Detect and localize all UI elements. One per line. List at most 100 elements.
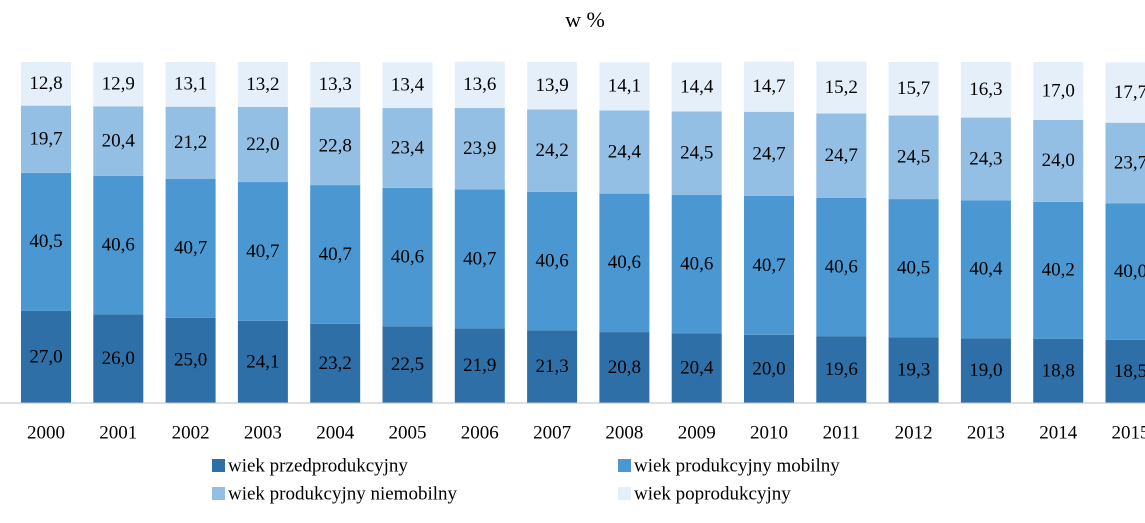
data-label: 22,0 — [246, 134, 279, 155]
bar-segment — [816, 61, 867, 114]
data-label: 18,8 — [1042, 360, 1075, 381]
legend-label: wiek produkcyjny mobilny — [634, 455, 840, 476]
bar-segment — [382, 108, 433, 188]
bar-segment — [1033, 62, 1084, 120]
bar-segment — [599, 193, 650, 333]
data-label: 40,5 — [29, 231, 62, 252]
bar-segment — [816, 113, 867, 198]
x-tick-label: 2012 — [895, 422, 933, 443]
bar-segment — [454, 61, 505, 109]
bar-segment — [165, 178, 216, 318]
bar-segment — [960, 62, 1011, 118]
bar-segment — [93, 106, 144, 176]
bar-segment — [1033, 201, 1084, 339]
data-label: 13,3 — [319, 74, 352, 95]
data-label: 23,4 — [391, 137, 425, 158]
data-label: 40,6 — [102, 234, 135, 255]
data-label: 19,7 — [29, 129, 62, 150]
x-tick-label: 2015 — [1112, 422, 1145, 443]
bar-segment — [21, 172, 71, 311]
bar-segment — [527, 109, 578, 192]
data-label: 40,6 — [608, 252, 641, 273]
data-label: 14,7 — [752, 76, 785, 97]
data-label: 21,9 — [463, 355, 496, 376]
bar-segment — [888, 62, 939, 116]
bar-segment — [310, 323, 361, 403]
bar-segment — [93, 175, 144, 315]
data-label: 21,2 — [174, 132, 207, 153]
data-label: 40,7 — [246, 241, 279, 262]
bar-segment — [165, 62, 216, 107]
data-label: 12,8 — [29, 73, 62, 94]
data-label: 20,0 — [752, 358, 785, 379]
legend-label: wiek przedprodukcyjny — [228, 455, 408, 476]
x-tick-label: 2003 — [244, 422, 282, 443]
data-label: 40,5 — [897, 257, 930, 278]
data-label: 15,2 — [825, 77, 858, 98]
data-label: 40,7 — [319, 244, 352, 265]
bar-segment — [744, 196, 794, 335]
data-label: 20,4 — [680, 358, 714, 379]
legend-swatch — [212, 487, 225, 500]
data-label: 13,1 — [174, 74, 207, 95]
data-label: 16,3 — [969, 79, 1002, 100]
bar-segment — [888, 115, 939, 200]
bar-segment — [454, 108, 505, 190]
bar-segment — [599, 62, 650, 111]
data-label: 24,7 — [825, 145, 858, 166]
data-label: 24,0 — [1042, 150, 1075, 171]
data-label: 22,8 — [319, 136, 352, 157]
bar-segment — [888, 199, 939, 338]
data-label: 24,2 — [535, 140, 568, 161]
data-label: 40,6 — [680, 254, 713, 275]
bar-segment — [237, 182, 288, 321]
bar-segment — [93, 62, 144, 107]
data-label: 19,6 — [825, 359, 858, 380]
x-tick-label: 2011 — [823, 422, 860, 443]
data-label: 24,3 — [969, 148, 1002, 169]
legend-swatch — [618, 487, 631, 500]
data-label: 40,4 — [969, 259, 1003, 280]
bar-segment — [1105, 339, 1145, 403]
data-label: 17,0 — [1042, 80, 1075, 101]
bar-segment — [21, 310, 71, 403]
data-label: 17,7 — [1114, 82, 1145, 103]
data-label: 14,4 — [680, 76, 714, 97]
bar-segment — [1105, 203, 1145, 340]
bar-segment — [744, 61, 794, 112]
bar-segment — [93, 314, 144, 403]
legend-swatch — [618, 459, 631, 472]
x-tick-label: 2013 — [967, 422, 1005, 443]
bar-segment — [310, 62, 361, 108]
data-label: 24,4 — [608, 141, 642, 162]
bar-segment — [816, 197, 867, 337]
bar-segment — [599, 332, 650, 403]
data-label: 14,1 — [608, 76, 641, 97]
x-tick-label: 2000 — [27, 422, 65, 443]
x-tick-label: 2008 — [605, 422, 643, 443]
x-tick-label: 2001 — [99, 422, 137, 443]
data-label: 22,5 — [391, 354, 424, 375]
bar-segment — [165, 106, 216, 179]
bar-segment — [454, 189, 505, 329]
bar-segment — [527, 62, 578, 110]
bar-segment — [1105, 62, 1145, 123]
data-label: 15,7 — [897, 78, 930, 99]
data-label: 40,7 — [174, 238, 207, 259]
bar-segment — [527, 330, 578, 403]
data-label: 40,7 — [463, 248, 496, 269]
data-label: 24,1 — [246, 351, 279, 372]
x-tick-label: 2009 — [678, 422, 716, 443]
bar-segment — [671, 333, 722, 403]
bar-segment — [237, 107, 288, 183]
bar-segment — [21, 105, 71, 173]
x-tick-label: 2004 — [316, 422, 355, 443]
x-tick-label: 2002 — [172, 422, 210, 443]
data-label: 20,8 — [608, 357, 641, 378]
data-label: 40,6 — [825, 256, 858, 277]
data-label: 40,6 — [391, 246, 424, 267]
data-label: 26,0 — [102, 348, 135, 369]
data-label: 20,4 — [102, 130, 136, 151]
bar-segment — [1033, 119, 1084, 202]
